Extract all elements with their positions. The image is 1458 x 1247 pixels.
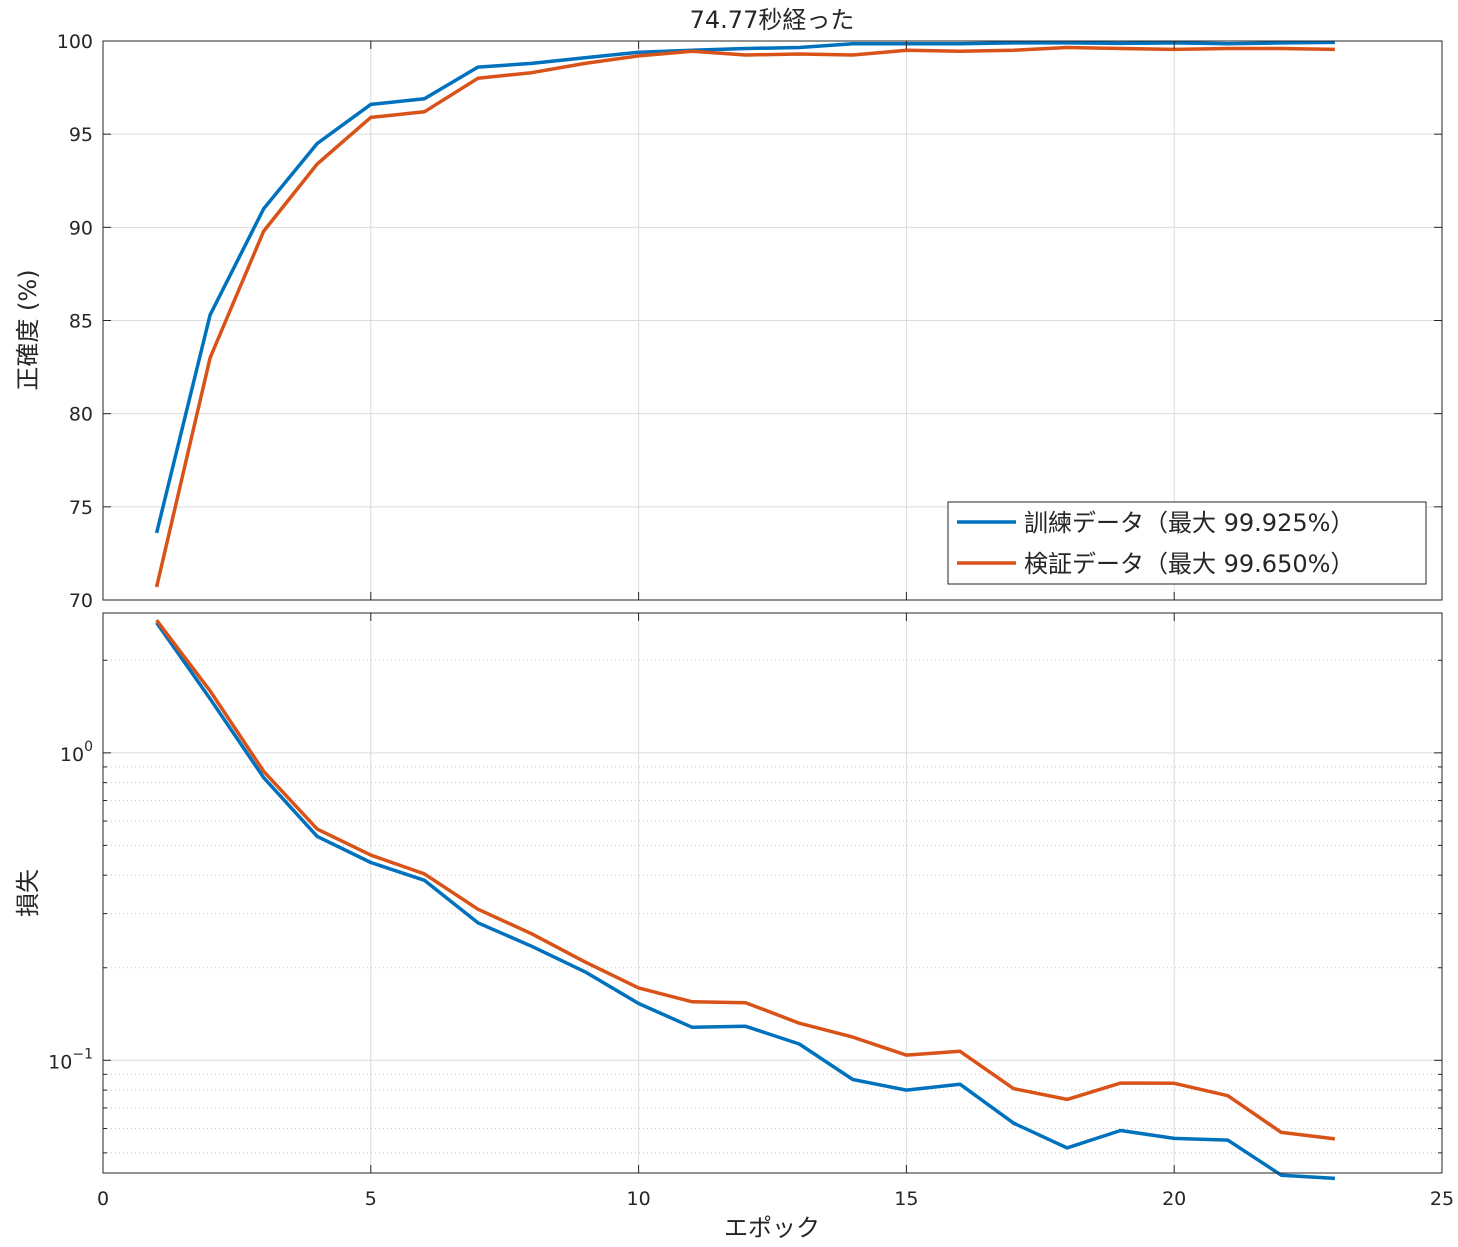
figure-title: 74.77秒経った [690,6,855,34]
loss-xtick-label: 0 [97,1188,109,1210]
loss-xtick-label: 10 [627,1188,651,1210]
accuracy-ytick-label: 80 [69,404,93,426]
loss-xtick-label: 20 [1162,1188,1186,1210]
accuracy-ytick-label: 75 [69,497,93,519]
loss-validation-line [155,619,1336,1141]
accuracy-ytick-label: 95 [69,124,93,146]
accuracy-ytick-label: 90 [69,217,93,239]
loss-ytick-label: 10−1 [48,1046,93,1073]
accuracy-ytick-label: 85 [69,311,93,333]
accuracy-ytick-label: 70 [69,590,93,612]
loss-axes-box [102,612,1443,1174]
accuracy-ticks: 70 75 80 85 90 95 100 [57,31,1443,612]
loss-xtick-label: 15 [894,1188,918,1210]
loss-train-line [155,621,1336,1181]
accuracy-validation-line [154,45,1335,588]
loss-xtick-label: 5 [365,1188,377,1210]
legend-label-train: 訓練データ（最大 99.925%） [1024,509,1354,537]
legend-label-validation: 検証データ（最大 99.650%） [1024,550,1354,578]
accuracy-ylabel: 正確度 (%) [14,269,42,390]
accuracy-train-line [154,40,1335,534]
loss-ylabel: 損失 [14,869,42,917]
loss-ticks: 0 5 10 15 20 25 100 10−1 [48,613,1454,1210]
loss-series [155,619,1336,1181]
accuracy-axes: 70 75 80 85 90 95 100 正確度 (%) 訓練データ（最大 99.925%… [14,31,1443,612]
loss-plot-area [103,613,1442,1173]
loss-ytick-label: 100 [60,739,93,766]
legend-box [947,501,1427,585]
loss-xlabel: エポック [724,1214,820,1242]
loss-axes: 0 5 10 15 20 25 100 10−1 損失 エポック [14,612,1454,1242]
accuracy-legend: 訓練データ（最大 99.925%） 検証データ（最大 99.650%） [947,501,1427,585]
loss-xtick-label: 25 [1430,1188,1454,1210]
accuracy-series [154,40,1335,588]
accuracy-ytick-label: 100 [57,31,93,53]
